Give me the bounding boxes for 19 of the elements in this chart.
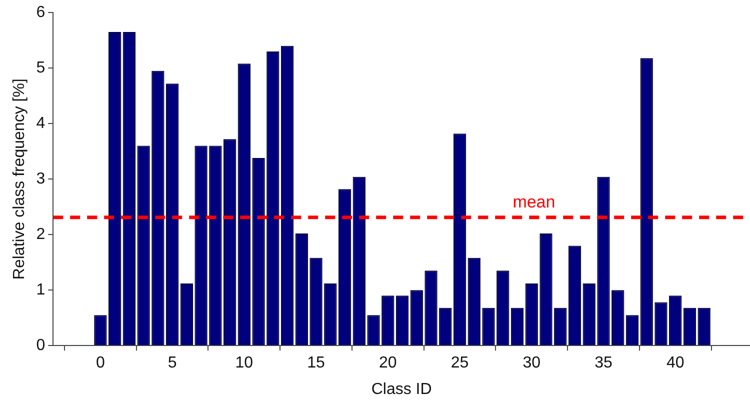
x-tick-label: 30 xyxy=(522,354,541,372)
y-tick-label: 5 xyxy=(36,60,46,77)
ref-line-label: mean xyxy=(512,192,556,212)
x-tick-label: 15 xyxy=(307,354,326,372)
x-axis-title: Class ID xyxy=(371,380,432,398)
y-axis-title: Relative class frequency [%] xyxy=(11,78,28,280)
x-tick-label: 25 xyxy=(450,354,469,372)
y-tick-label: 4 xyxy=(36,115,46,132)
x-tick-label: 40 xyxy=(666,354,684,372)
x-tick-label: 5 xyxy=(168,354,177,372)
x-tick-label: 10 xyxy=(235,354,254,372)
y-tick-label: 3 xyxy=(36,170,46,188)
x-tick-label: 20 xyxy=(378,354,397,372)
y-tick-label: 2 xyxy=(36,226,46,244)
y-tick-label: 1 xyxy=(36,282,46,299)
y-tick-label: 0 xyxy=(36,337,46,354)
y-tick-label: 6 xyxy=(36,4,46,22)
x-tick-label: 0 xyxy=(96,354,105,372)
x-tick-label: 35 xyxy=(594,354,612,372)
